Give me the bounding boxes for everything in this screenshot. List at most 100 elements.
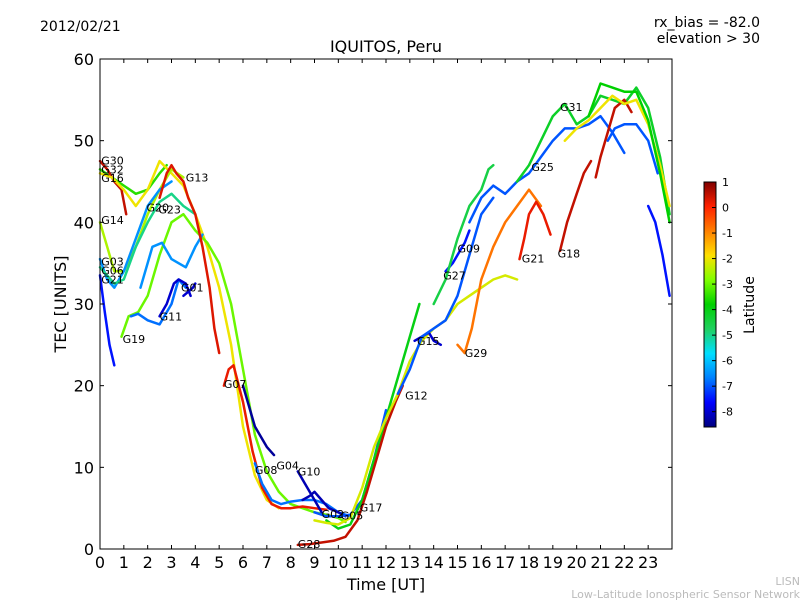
satellite-label: G08 — [255, 464, 278, 477]
series-line-g01 — [182, 282, 197, 298]
satellite-label: G27 — [443, 269, 466, 282]
x-tick-label: 11 — [352, 553, 372, 572]
satellite-label: G30 — [101, 154, 124, 167]
satellite-label: G03 — [101, 256, 124, 269]
series-line-g31d — [606, 123, 659, 175]
series-line-g17 — [325, 302, 421, 530]
colorbar-tick-label: -3 — [722, 278, 733, 291]
x-tick-label: 18 — [519, 553, 539, 572]
x-tick-label: 21 — [590, 553, 610, 572]
x-tick-label: 6 — [238, 553, 248, 572]
x-tick-label: 8 — [286, 553, 296, 572]
series-line-g31 — [515, 86, 671, 216]
colorbar-gradient — [703, 181, 717, 428]
x-tick-label: 14 — [423, 553, 443, 572]
x-tick-label: 17 — [495, 553, 515, 572]
colorbar-tick-label: -7 — [722, 380, 733, 393]
series-layer — [98, 82, 671, 547]
date-label: 2012/02/21 — [40, 19, 121, 35]
satellite-label: G01 — [181, 282, 204, 295]
satellite-label: G04 — [276, 460, 299, 473]
y-tick-label: 20 — [74, 377, 94, 396]
series-line-g31e — [646, 204, 671, 298]
satellite-label: G06 — [101, 265, 124, 278]
y-tick-label: 10 — [74, 458, 94, 477]
series-line-g29 — [456, 188, 543, 355]
satellite-label: G16 — [101, 172, 124, 185]
satellite-label: G11 — [160, 310, 183, 323]
series-line-g13 — [158, 163, 221, 355]
series-line-g04 — [241, 384, 276, 457]
series-line-g28 — [296, 384, 404, 547]
colorbar-tick-label: -4 — [722, 304, 733, 317]
satellite-label: G32 — [101, 163, 124, 176]
series-line-g07 — [222, 364, 328, 512]
x-tick-label: 22 — [614, 553, 634, 572]
x-tick-label: 3 — [166, 553, 176, 572]
axes: 0 1 2 3 4 5 6 7 8 9 10 11 12 13 14 15 16 17 18 19 20 21 22 2301… — [74, 50, 672, 572]
satellite-label: G29 — [465, 347, 488, 360]
satellite-label: G20 — [147, 202, 170, 215]
colorbar-tick-label: 1 — [722, 176, 729, 189]
y-tick-label: 0 — [84, 540, 94, 559]
x-axis-label: Time [UT] — [346, 575, 425, 594]
series-line-g19 — [120, 212, 347, 524]
satellite-label: G09 — [458, 243, 481, 256]
x-tick-label: 9 — [309, 553, 319, 572]
colorbar-tick-label: -1 — [722, 227, 733, 240]
satellite-label: G05 — [341, 510, 364, 523]
x-tick-label: 16 — [471, 553, 491, 572]
satellite-label: G31 — [560, 101, 583, 114]
colorbar-tick-label: -2 — [722, 253, 733, 266]
satellite-label: G15 — [417, 335, 440, 348]
y-tick-label: 30 — [74, 295, 94, 314]
colorbar-label: Latitude — [742, 276, 758, 334]
colorbar-tick-label: -6 — [722, 355, 733, 368]
satellite-label: G07 — [224, 378, 247, 391]
satellite-label: G14 — [101, 214, 124, 227]
satellite-label: G12 — [405, 390, 428, 403]
x-tick-label: 0 — [95, 553, 105, 572]
colorbar-tick-label: 0 — [722, 202, 729, 215]
colorbar-ticks: 1 0 -1 -2 -3 -4 -5 -6 -7 -8 — [712, 176, 733, 419]
x-tick-label: 23 — [638, 553, 658, 572]
x-tick-label: 10 — [328, 553, 348, 572]
satellite-label: G23 — [158, 203, 181, 216]
elevation-label: elevation > 30 — [657, 31, 760, 47]
x-tick-label: 19 — [543, 553, 563, 572]
footer-network: Low-Latitude Ionospheric Sensor Network — [571, 588, 800, 600]
satellite-label: G17 — [360, 501, 383, 514]
x-tick-label: 1 — [119, 553, 129, 572]
x-tick-label: 4 — [190, 553, 200, 572]
satellite-label: G21 — [101, 274, 124, 287]
series-line-g08 — [253, 462, 352, 518]
series-line-g21c — [518, 200, 552, 261]
satellite-label: G13 — [186, 171, 209, 184]
series-line-g18 — [558, 159, 593, 253]
y-tick-label: 50 — [74, 132, 94, 151]
series-line-g21 — [98, 274, 116, 367]
series-line-g10 — [296, 470, 323, 514]
satellite-label: G25 — [531, 161, 554, 174]
series-line-g06 — [98, 192, 197, 285]
colorbar-tick-label: -5 — [722, 329, 733, 342]
chart-title: IQUITOS, Peru — [330, 37, 442, 56]
x-tick-label: 2 — [143, 553, 153, 572]
latitude-colorbar: 1 0 -1 -2 -3 -4 -5 -6 -7 -8 Latitude — [703, 176, 758, 428]
series-line-g21b — [432, 163, 495, 306]
satellite-label: G02 — [322, 508, 345, 521]
series-line-g26 — [158, 278, 192, 318]
series-line-g02 — [301, 490, 347, 518]
x-tick-label: 20 — [566, 553, 586, 572]
satellite-label: G10 — [298, 465, 321, 478]
series-line-g27 — [396, 196, 495, 396]
series-line-g31b — [594, 98, 633, 179]
y-tick-label: 40 — [74, 213, 94, 232]
series-line-g03 — [98, 180, 173, 289]
x-tick-label: 13 — [400, 553, 420, 572]
satellite-label: G19 — [123, 333, 146, 346]
y-axis-label: TEC [UNITS] — [51, 256, 70, 354]
satellite-label: G21 — [522, 252, 545, 265]
series-line-g31f — [587, 82, 671, 224]
